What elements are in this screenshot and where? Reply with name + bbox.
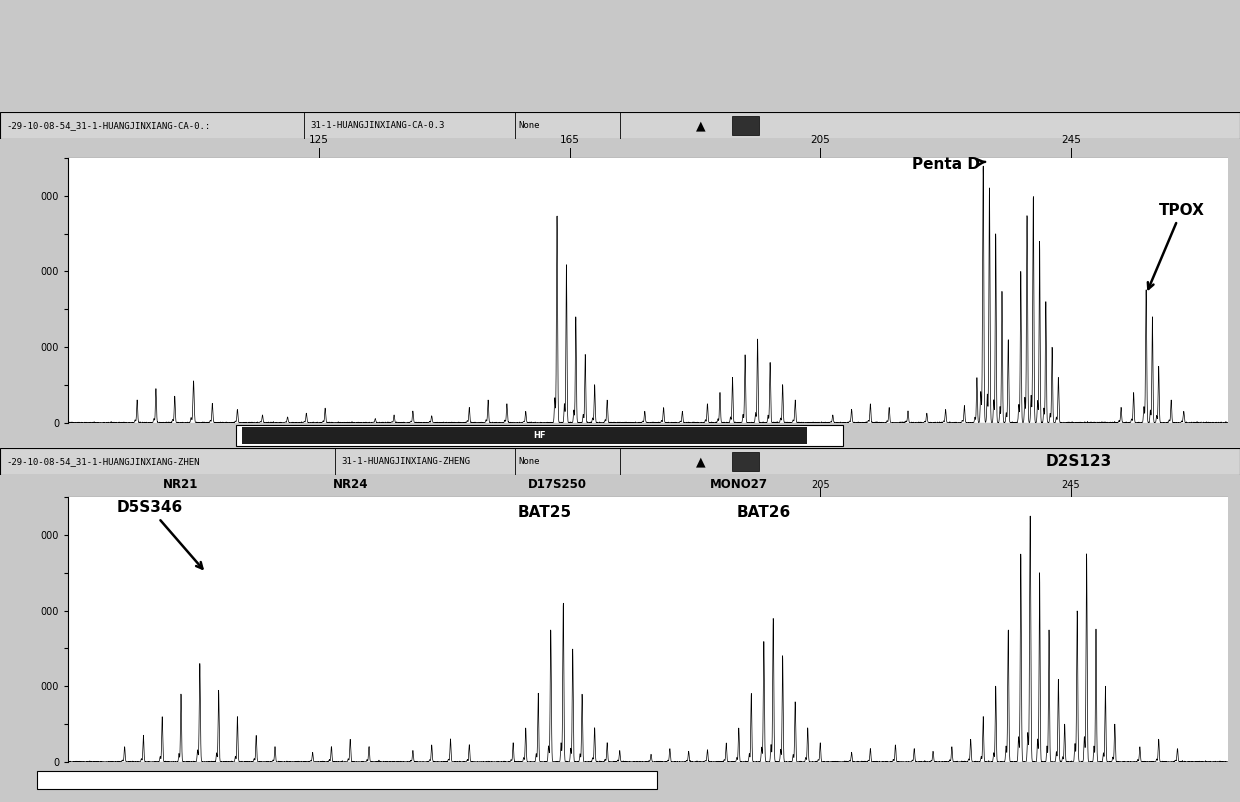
Text: NR24: NR24: [332, 478, 368, 492]
Text: 125: 125: [309, 136, 329, 145]
Text: D2S123: D2S123: [1045, 454, 1112, 469]
Bar: [732, 452, 759, 471]
Bar: [732, 116, 759, 135]
Text: D5S346: D5S346: [117, 500, 202, 569]
Text: MONO27: MONO27: [709, 478, 768, 492]
Bar: [37, 771, 657, 789]
Text: None: None: [518, 121, 539, 130]
Text: None: None: [518, 457, 539, 466]
Bar: [236, 425, 843, 446]
Text: ▲: ▲: [696, 119, 706, 132]
Text: BAT26: BAT26: [737, 504, 791, 520]
Text: TPOX: TPOX: [1148, 203, 1204, 289]
Text: D17S250: D17S250: [527, 478, 587, 492]
Text: 205: 205: [811, 480, 830, 490]
Text: 165: 165: [559, 136, 579, 145]
Text: 245: 245: [1061, 136, 1081, 145]
Text: Penta D: Penta D: [911, 157, 986, 172]
Bar: [242, 427, 807, 444]
Text: NR21: NR21: [164, 478, 198, 492]
Text: -29-10-08-54_31-1-HUANGJINXIANG-CA-0.:: -29-10-08-54_31-1-HUANGJINXIANG-CA-0.:: [6, 121, 211, 130]
Text: BAT25: BAT25: [517, 504, 572, 520]
Text: 245: 245: [1061, 480, 1080, 490]
Text: 205: 205: [811, 136, 830, 145]
Text: 31-1-HUANGJINXIANG-ZHENG: 31-1-HUANGJINXIANG-ZHENG: [341, 457, 470, 466]
Text: -29-10-08-54_31-1-HUANGJINXIANG-ZHEN: -29-10-08-54_31-1-HUANGJINXIANG-ZHEN: [6, 457, 200, 466]
Text: 31-1-HUANGJINXIANG-CA-0.3: 31-1-HUANGJINXIANG-CA-0.3: [310, 121, 444, 130]
Text: ▲: ▲: [696, 455, 706, 468]
Text: HF: HF: [533, 431, 546, 440]
